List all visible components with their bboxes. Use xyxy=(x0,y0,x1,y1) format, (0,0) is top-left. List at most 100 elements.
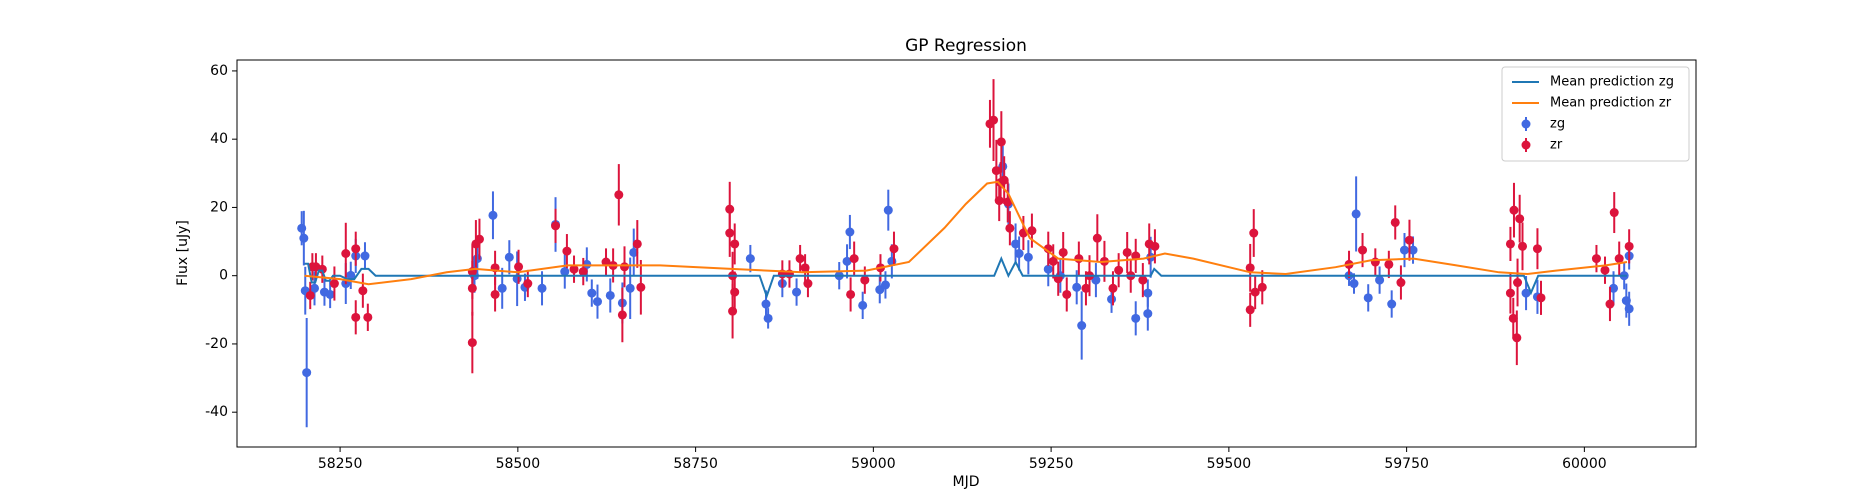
data-point xyxy=(497,283,507,293)
data-point xyxy=(728,306,738,316)
data-point xyxy=(725,228,735,238)
data-point xyxy=(1043,264,1053,274)
data-point xyxy=(1122,247,1132,257)
data-point xyxy=(858,300,868,310)
data-point xyxy=(1011,239,1021,249)
x-tick-label: 58250 xyxy=(318,456,363,472)
data-point xyxy=(1600,265,1610,275)
data-point xyxy=(1404,235,1414,245)
plot-area xyxy=(297,79,1634,428)
data-point xyxy=(792,287,802,297)
data-point xyxy=(632,239,642,249)
data-point xyxy=(605,290,615,300)
data-point xyxy=(474,234,484,244)
data-point xyxy=(329,279,339,289)
data-point xyxy=(1505,288,1515,298)
data-point xyxy=(889,244,899,254)
data-point xyxy=(1532,244,1542,254)
data-point xyxy=(1074,254,1084,264)
data-point xyxy=(504,252,514,262)
y-tick-label: -40 xyxy=(205,404,228,420)
data-point xyxy=(363,312,373,322)
data-point xyxy=(1375,275,1385,285)
data-point xyxy=(1062,289,1072,299)
mean-line xyxy=(304,180,1628,286)
data-point xyxy=(1058,247,1068,257)
data-point xyxy=(1515,214,1525,224)
data-point xyxy=(1509,205,1519,215)
y-tick-label: 60 xyxy=(210,63,228,79)
legend-label: Mean prediction zr xyxy=(1550,96,1672,111)
data-point xyxy=(514,262,524,272)
y-tick-label: 20 xyxy=(210,199,228,215)
data-point xyxy=(1396,278,1406,288)
data-point xyxy=(305,290,315,300)
data-point xyxy=(1363,293,1373,303)
data-point xyxy=(1349,279,1359,289)
data-point xyxy=(1005,223,1015,233)
data-point xyxy=(842,256,852,266)
data-point xyxy=(1609,283,1619,293)
data-point xyxy=(1091,275,1101,285)
data-point xyxy=(1536,293,1546,303)
data-point xyxy=(592,297,602,307)
data-point xyxy=(1370,257,1380,267)
data-point xyxy=(614,190,624,200)
x-tick-label: 60000 xyxy=(1562,456,1607,472)
data-point xyxy=(1351,209,1361,219)
data-point xyxy=(1609,208,1619,218)
data-point xyxy=(1048,256,1058,266)
data-point xyxy=(490,289,500,299)
data-point xyxy=(1114,265,1124,275)
data-point xyxy=(1250,287,1260,297)
data-point xyxy=(537,283,547,293)
data-point xyxy=(297,223,307,233)
data-point xyxy=(472,254,482,264)
legend-swatch xyxy=(1521,119,1531,129)
data-point xyxy=(358,286,368,296)
data-point xyxy=(803,279,813,289)
data-point xyxy=(996,137,1006,147)
data-point xyxy=(999,175,1009,185)
x-tick-label: 58500 xyxy=(496,456,541,472)
data-point xyxy=(560,267,570,277)
data-point xyxy=(1257,282,1267,292)
data-point xyxy=(1077,321,1087,331)
data-point xyxy=(1131,313,1141,323)
data-point xyxy=(1605,299,1615,309)
data-point xyxy=(620,262,630,272)
data-point xyxy=(1512,333,1522,343)
data-point xyxy=(1521,288,1531,298)
data-point xyxy=(846,289,856,299)
data-point xyxy=(1108,283,1118,293)
data-point xyxy=(341,249,351,258)
data-point xyxy=(1624,241,1634,251)
data-point xyxy=(562,246,572,256)
data-point xyxy=(636,282,646,292)
x-tick-label: 59250 xyxy=(1029,456,1074,472)
legend-box xyxy=(1501,66,1690,162)
data-point xyxy=(845,227,855,237)
x-tick-label: 59500 xyxy=(1207,456,1252,472)
data-point xyxy=(1387,299,1397,309)
y-tick-label: -20 xyxy=(205,336,228,352)
data-point xyxy=(1150,241,1160,251)
data-point xyxy=(325,289,335,299)
legend: Mean prediction zg Mean prediction zr zg zr xyxy=(1501,66,1690,162)
data-point xyxy=(763,313,773,323)
data-point xyxy=(1138,275,1148,285)
axes-frame xyxy=(236,59,1697,448)
legend-swatch xyxy=(1521,140,1531,150)
data-point xyxy=(1518,241,1528,251)
data-point xyxy=(1614,254,1624,264)
data-point xyxy=(467,283,477,293)
data-point xyxy=(488,210,498,220)
data-point xyxy=(849,254,859,264)
data-point xyxy=(1245,305,1255,315)
data-point xyxy=(1014,249,1024,258)
data-point xyxy=(860,275,870,285)
data-point xyxy=(1072,282,1082,292)
data-point xyxy=(1408,245,1418,255)
x-axis-label: MJD xyxy=(953,474,980,490)
